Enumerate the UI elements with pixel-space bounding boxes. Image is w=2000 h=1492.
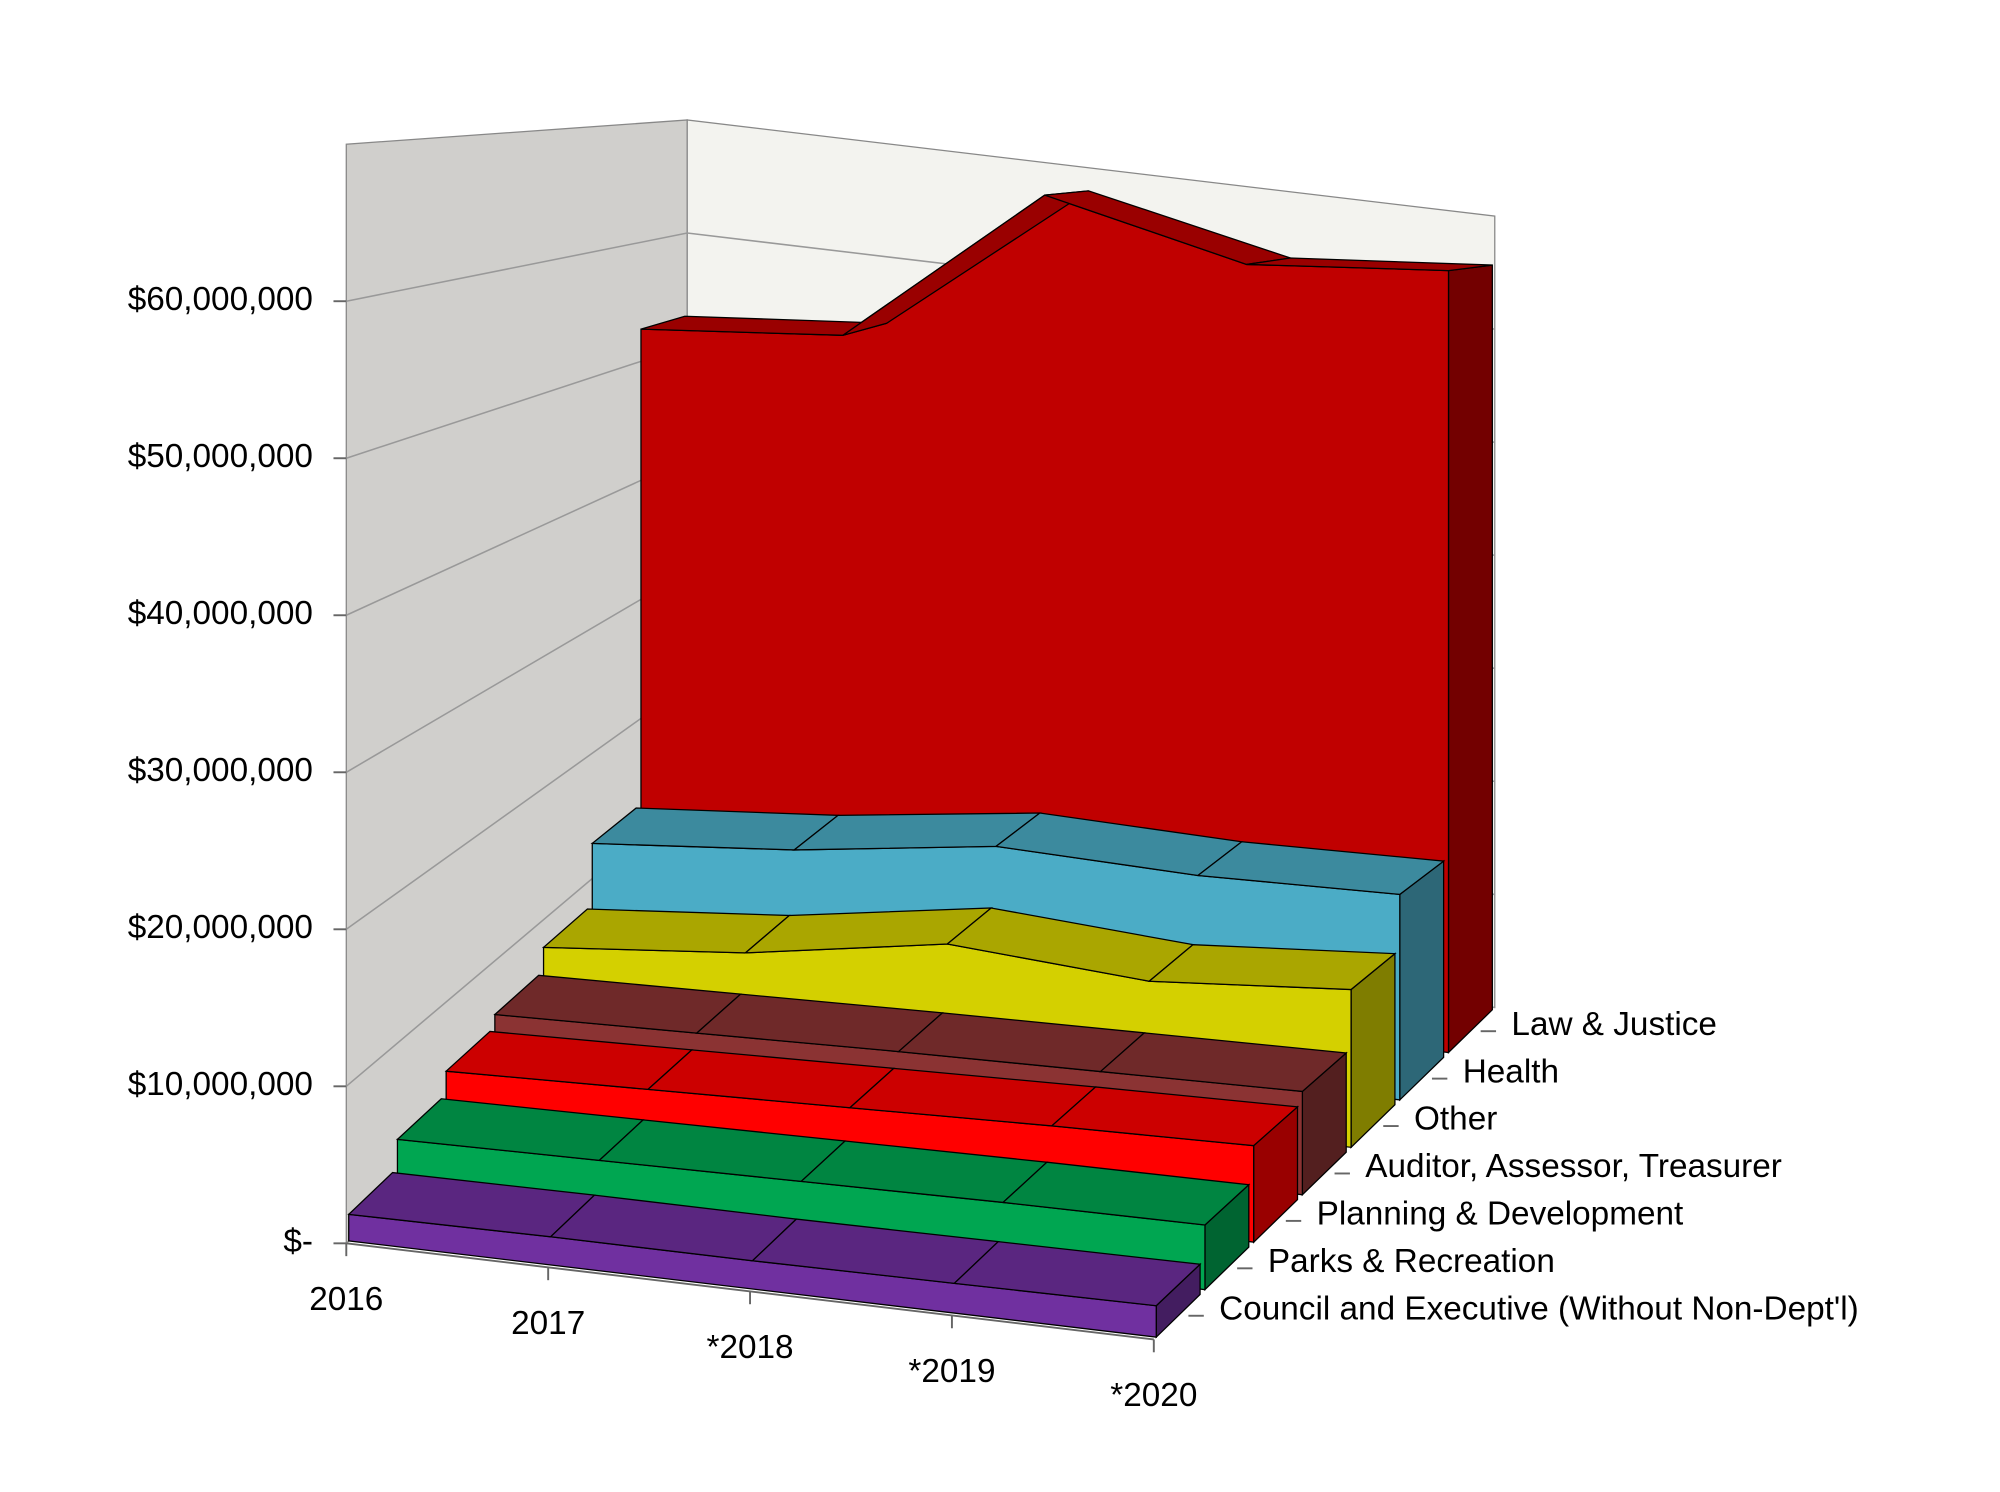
x-tick-label: 2017 bbox=[511, 1305, 585, 1342]
x-tick-label: *2020 bbox=[1110, 1377, 1197, 1414]
area-top bbox=[1196, 841, 1446, 896]
area-side bbox=[1447, 264, 1493, 1054]
area-top bbox=[1050, 1086, 1300, 1147]
y-tick-label: $10,000,000 bbox=[128, 1066, 313, 1103]
series-label: Other bbox=[1414, 1101, 1497, 1138]
y-tick-label: $50,000,000 bbox=[128, 438, 313, 475]
area-top bbox=[952, 1240, 1202, 1307]
x-tick-label: *2018 bbox=[707, 1329, 794, 1366]
series-label: Planning & Development bbox=[1317, 1196, 1684, 1233]
series-label: Health bbox=[1463, 1053, 1559, 1090]
series-label: Law & Justice bbox=[1511, 1006, 1717, 1043]
series-label: Parks & Recreation bbox=[1268, 1243, 1555, 1280]
x-tick-label: 2016 bbox=[309, 1281, 383, 1318]
area-top bbox=[1147, 944, 1397, 991]
y-tick-label: $20,000,000 bbox=[128, 909, 313, 946]
area-top bbox=[1001, 1161, 1251, 1226]
y-tick-label: $- bbox=[283, 1223, 313, 1260]
area-top bbox=[1098, 1032, 1348, 1093]
y-tick-label: $40,000,000 bbox=[128, 595, 313, 632]
y-tick-label: $30,000,000 bbox=[128, 752, 313, 789]
area-side bbox=[1399, 859, 1445, 1102]
x-tick-label: *2019 bbox=[908, 1353, 995, 1390]
area-top bbox=[1246, 257, 1493, 272]
series-label: Council and Executive (Without Non-Dept'… bbox=[1219, 1290, 1859, 1327]
y-tick-label: $60,000,000 bbox=[128, 281, 313, 318]
series-label: Auditor, Assessor, Treasurer bbox=[1365, 1148, 1782, 1185]
